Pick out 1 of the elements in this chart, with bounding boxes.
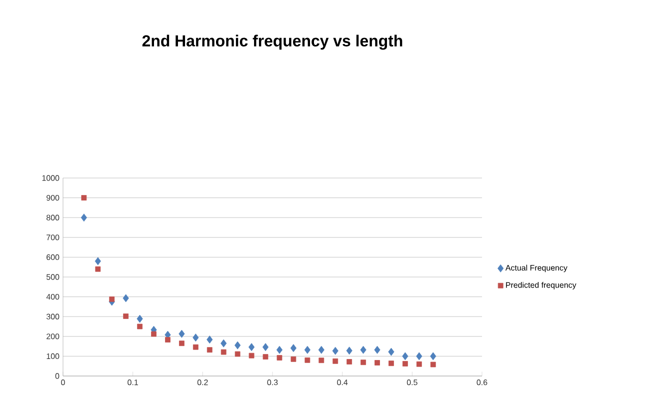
chart-title: 2nd Harmonic frequency vs length [142, 34, 402, 50]
